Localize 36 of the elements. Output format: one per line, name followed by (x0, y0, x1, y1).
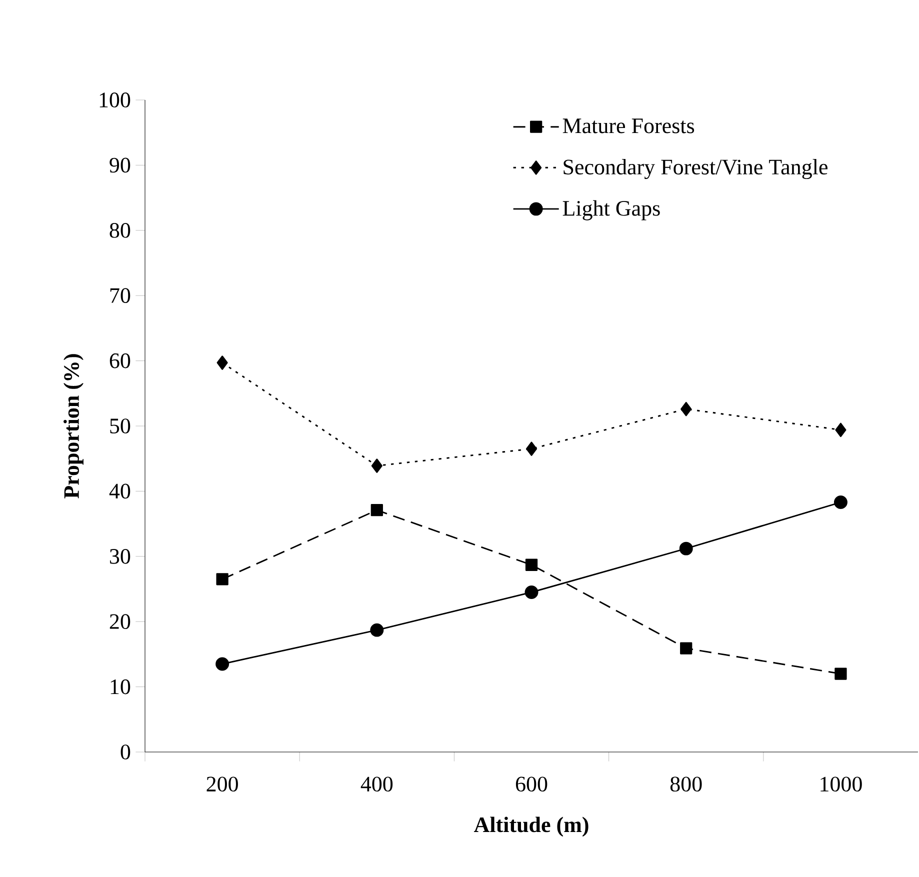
point (835, 422, 846, 438)
point (370, 623, 384, 637)
y-tick-label: 90 (110, 158, 130, 173)
point (216, 573, 228, 586)
point (370, 504, 383, 516)
legend-label: Light Gaps (562, 200, 660, 220)
x-tick-label: 200 (206, 776, 238, 792)
legend-label: Mature Forests (562, 118, 694, 134)
y-tick-label: 10 (110, 679, 130, 694)
point (680, 642, 692, 654)
y-tick-label: 50 (110, 418, 130, 434)
y-tick-label: 70 (110, 288, 130, 304)
x-tick-label: 1000 (820, 776, 862, 792)
x-tick-label: 400 (360, 776, 393, 792)
point (680, 402, 692, 416)
point (216, 657, 230, 671)
point (216, 356, 228, 370)
y-tick-label: 80 (110, 222, 130, 238)
y-tick-label: 20 (110, 614, 130, 630)
y-tick-label: 0 (120, 744, 130, 760)
point (371, 458, 382, 473)
point (524, 586, 538, 599)
x-tick-label: 800 (670, 776, 702, 792)
point (679, 542, 693, 556)
y-tick-label: 40 (109, 484, 130, 499)
point (526, 442, 538, 456)
y-tick-label: 30 (110, 548, 130, 564)
y-tick-label: 60 (110, 353, 130, 368)
y-tick-label: 100 (100, 92, 130, 108)
point (834, 496, 848, 510)
point (525, 558, 538, 571)
point (834, 668, 847, 680)
legend-label: Secondary Forest/Vine Tangle (564, 159, 828, 180)
y-axis-title: Proportion (%) (64, 354, 84, 498)
x-tick-label: 600 (516, 776, 548, 792)
x-axis-title: Altitude (m) (474, 816, 588, 837)
